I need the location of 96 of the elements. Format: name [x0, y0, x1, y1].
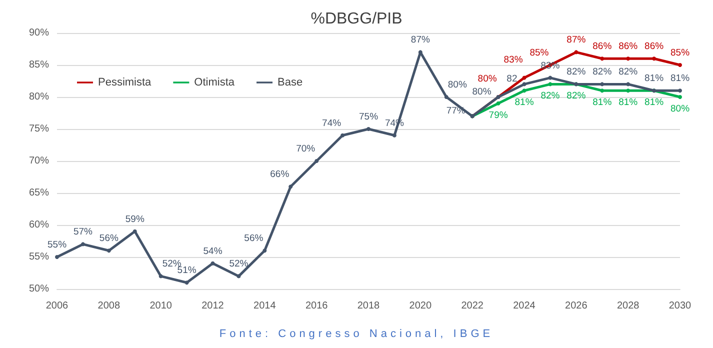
data-label: 59% — [125, 214, 145, 225]
data-label: 80% — [478, 74, 498, 84]
data-label: 82% — [566, 66, 586, 78]
data-label: 66% — [270, 169, 290, 180]
data-label: 56% — [244, 233, 264, 244]
point — [366, 127, 370, 131]
data-label: 82% — [540, 90, 560, 102]
point — [678, 95, 682, 99]
data-label: 70% — [296, 144, 316, 154]
point — [132, 229, 137, 234]
x-tick-label: 2006 — [46, 300, 69, 312]
point — [55, 255, 59, 259]
y-tick-label: 50% — [28, 284, 50, 294]
point — [548, 82, 552, 86]
point — [522, 88, 526, 93]
x-tick-label: 2010 — [150, 300, 172, 312]
data-label: 82% — [592, 66, 612, 78]
x-tick-label: 2012 — [202, 300, 224, 312]
point — [600, 82, 604, 86]
data-label: 54% — [203, 246, 223, 257]
point — [600, 88, 604, 93]
point — [80, 242, 85, 246]
x-tick-label: 2022 — [461, 300, 484, 312]
y-tick-label: 90% — [28, 28, 50, 38]
point — [678, 88, 682, 93]
point — [522, 76, 526, 80]
legend-label: Base — [278, 76, 303, 88]
data-label: 51% — [177, 265, 197, 276]
point — [574, 50, 578, 54]
x-tick-label: 2026 — [565, 300, 588, 312]
data-label: 81% — [670, 73, 690, 84]
x-tick-label: 2018 — [357, 300, 380, 312]
y-tick-label: 75% — [28, 124, 50, 134]
y-tick-label: 70% — [28, 156, 50, 166]
data-label: 52% — [229, 258, 249, 270]
data-label: 87% — [410, 34, 430, 46]
point — [626, 88, 630, 93]
y-tick-label: 65% — [28, 188, 50, 198]
legend-label: Otimista — [194, 76, 236, 88]
y-tick-label: 60% — [28, 220, 50, 230]
point — [522, 82, 526, 86]
x-tick-label: 2008 — [98, 300, 120, 312]
x-tick-label: 2014 — [254, 300, 276, 312]
point — [600, 56, 604, 61]
data-label: 74% — [322, 118, 342, 129]
point — [106, 248, 111, 253]
data-label: 82 — [506, 74, 518, 85]
data-label: 87% — [566, 34, 586, 46]
point — [496, 101, 500, 106]
point — [262, 248, 267, 253]
chart-title: %DBGG/PIB — [310, 10, 402, 28]
point — [340, 133, 345, 138]
data-label: 81% — [592, 97, 612, 108]
data-label: 86% — [644, 41, 664, 52]
x-tick-label: 2024 — [513, 300, 536, 312]
data-label: 86% — [592, 41, 612, 52]
data-label: 81% — [618, 97, 638, 108]
x-tick-label: 2028 — [616, 300, 640, 312]
data-label: 75% — [358, 112, 379, 122]
point — [314, 159, 319, 163]
point — [678, 63, 682, 67]
data-label: 82% — [618, 66, 638, 78]
point — [184, 280, 189, 285]
data-label: 80% — [472, 86, 492, 98]
x-tick-label: 2020 — [409, 300, 432, 312]
data-label: 81% — [644, 97, 664, 108]
point — [548, 76, 552, 80]
data-label: 85% — [530, 48, 550, 58]
x-tick-label: 2016 — [305, 300, 328, 312]
data-label: 79% — [488, 110, 508, 121]
data-label: 83% — [504, 54, 524, 66]
point — [158, 274, 163, 278]
x-tick-label: 2030 — [668, 300, 692, 312]
y-tick-label: 55% — [28, 252, 50, 262]
data-label: 80% — [670, 104, 690, 114]
data-label: 81% — [644, 73, 664, 84]
point — [626, 82, 630, 86]
legend-label: Pessimista — [98, 76, 152, 88]
data-label: 80% — [448, 80, 468, 90]
data-label: 82% — [566, 90, 586, 102]
data-label: 56% — [99, 233, 119, 244]
data-label: 86% — [618, 41, 638, 52]
point — [652, 56, 656, 61]
data-label: 55% — [47, 240, 68, 250]
point — [626, 56, 630, 61]
data-label: 85% — [670, 48, 690, 58]
point — [288, 184, 293, 189]
data-label: 57% — [73, 226, 94, 238]
y-tick-label: 80% — [28, 92, 50, 102]
y-tick-label: 85% — [28, 60, 50, 70]
point — [444, 95, 448, 99]
data-label: 81% — [514, 97, 534, 108]
source-note: Fonte: Congresso Nacional, IBGE — [218, 328, 495, 340]
point — [392, 133, 396, 138]
point — [210, 261, 215, 266]
point — [236, 274, 241, 278]
